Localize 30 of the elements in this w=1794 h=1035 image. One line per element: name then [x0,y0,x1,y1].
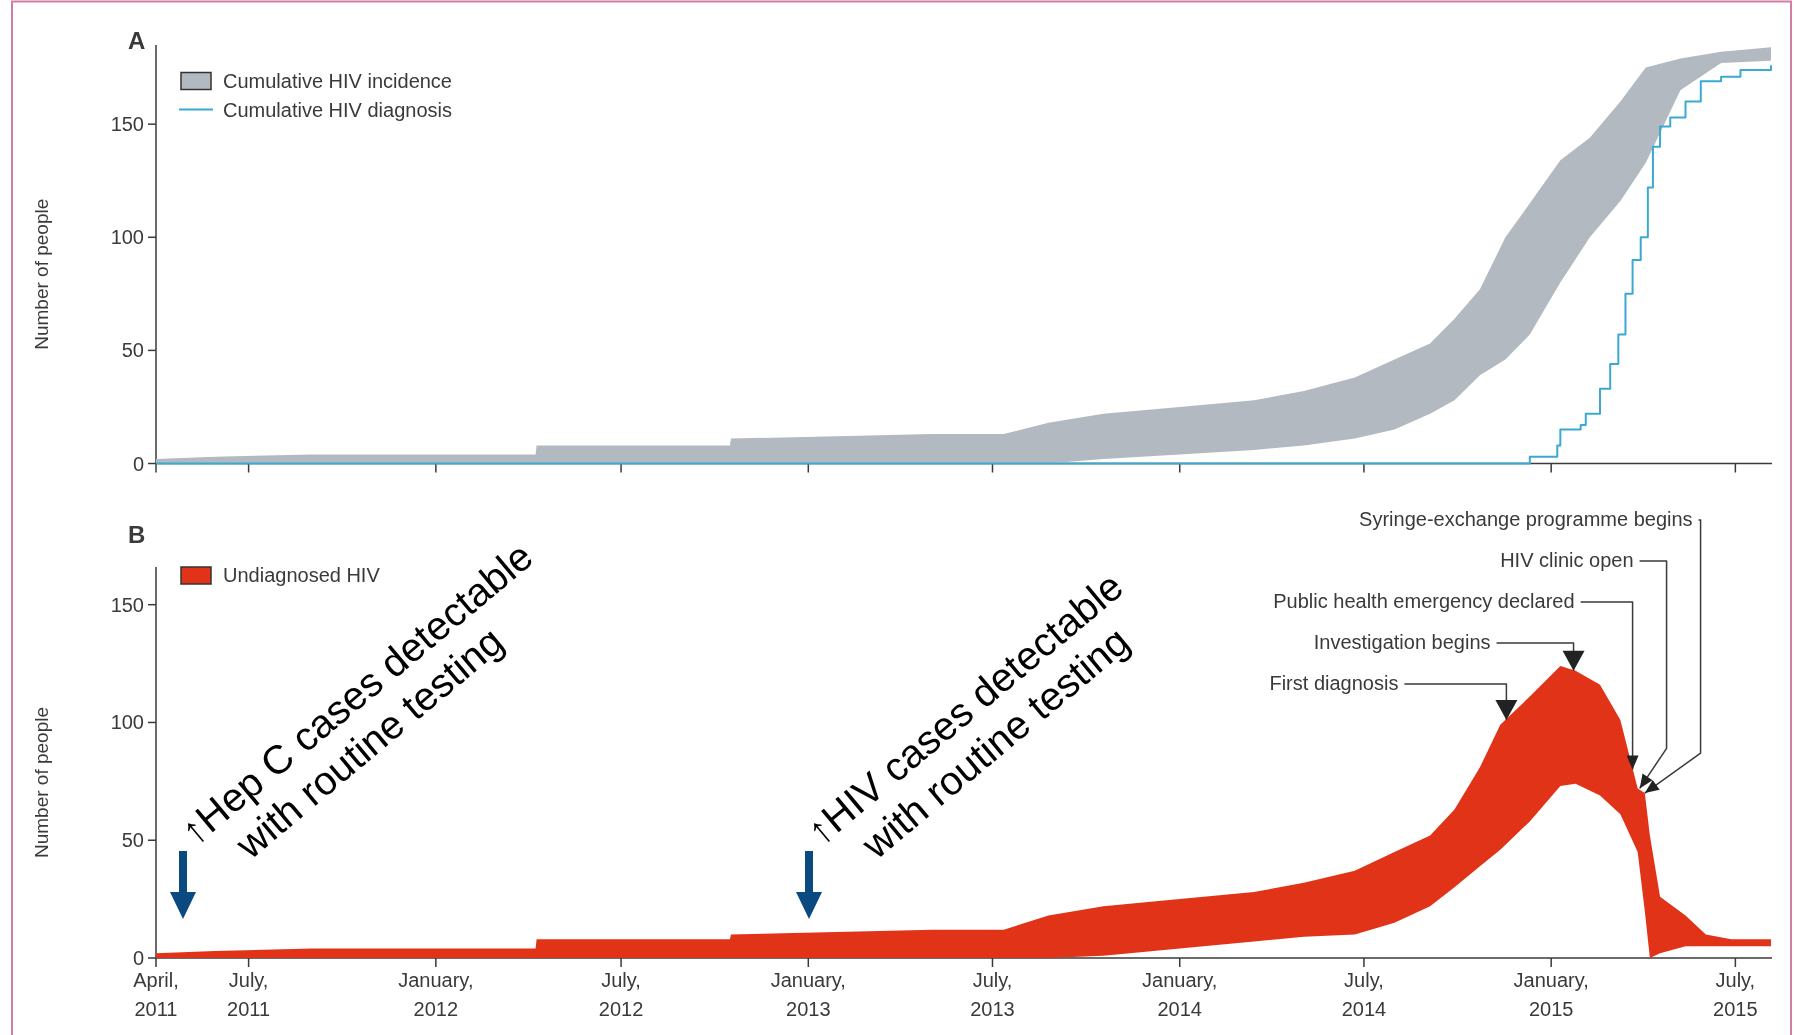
y-tick-label: 100 [110,226,144,249]
legend-label: Cumulative HIV diagnosis [223,98,452,121]
x-tick-label: April, 2011 [133,969,179,1020]
y-tick-label: 0 [132,452,144,475]
y-axis-title: Number of people [31,706,52,859]
chart-title: A [128,26,146,54]
x-tick-label: July, 2013 [970,969,1015,1020]
x-tick-label: July, 2014 [1341,969,1387,1020]
y-tick-label: 150 [110,113,144,136]
annotation: Public health emergency declared [1273,590,1575,612]
y-tick-label: 100 [110,711,144,734]
x-tick-label: January, 2013 [770,969,846,1020]
annotation: HIV clinic open [1500,549,1634,571]
x-tick-label: July, 2012 [598,969,644,1020]
y-axis-title: Number of people [31,198,52,350]
x-tick-label: January, 2012 [398,969,474,1020]
legend-label: Undiagnosed HIV [223,564,381,586]
chart-title: B [128,521,146,548]
x-tick-label: January, 2014 [1142,969,1218,1020]
x-tick-label: January, 2015 [1513,969,1589,1020]
y-tick-label: 150 [110,593,144,616]
x-tick-label: July, 2011 [227,969,271,1020]
y-tick-label: 0 [132,947,144,969]
annotation: Investigation begins [1313,631,1491,653]
y-tick-label: 50 [121,339,144,362]
y-tick-label: 50 [121,829,144,852]
annotation: Syringe-exchange programme begins [1359,508,1693,530]
legend-label: Cumulative HIV incidence [223,69,452,92]
annotation: First diagnosis [1269,672,1399,694]
x-tick-label: July, 2015 [1713,969,1758,1020]
